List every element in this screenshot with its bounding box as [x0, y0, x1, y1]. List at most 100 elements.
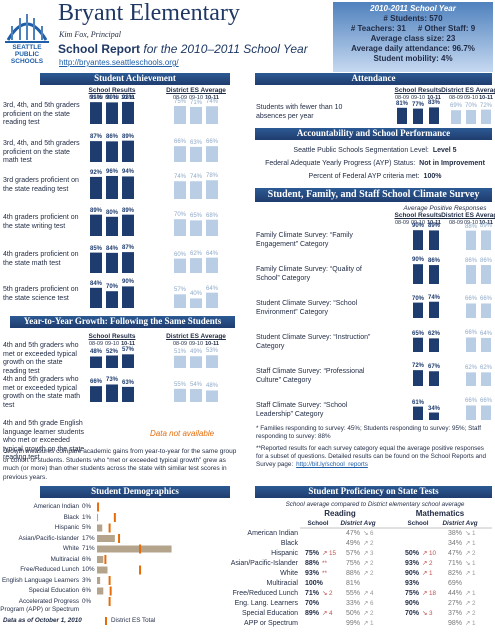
bar — [190, 389, 202, 402]
value-label: 17% — [82, 534, 95, 542]
value-label: 49% — [189, 349, 203, 356]
column-header: School Results — [394, 212, 442, 219]
value-label: 48% — [205, 383, 219, 390]
year-label: 08-09 — [172, 95, 188, 101]
year-label: 09-10 — [410, 95, 426, 101]
year-label: 08-09 — [448, 220, 464, 226]
value-label: 90% — [411, 257, 425, 264]
bar — [122, 101, 134, 124]
row-label: Special Education — [28, 587, 79, 594]
school-name: Bryant Elementary — [58, 0, 240, 26]
bar — [174, 388, 186, 402]
value-label: 89% — [479, 223, 493, 230]
bar — [429, 265, 439, 284]
column-header: School Results — [88, 333, 136, 340]
section-header: Year-to-Year Growth: Following the Same … — [10, 316, 235, 328]
year-label: 09-10 — [463, 220, 479, 226]
row-label: English Language Learners — [1, 576, 79, 584]
value-label: 61% — [411, 399, 425, 406]
stats-item: Average daily attendance: 96.7% — [351, 44, 475, 53]
bar — [190, 146, 202, 162]
bar — [413, 230, 423, 250]
bar — [466, 303, 476, 318]
accountability-line: Percent of Federal AYP criteria met: 100% — [309, 173, 442, 182]
bar — [190, 356, 202, 368]
bar — [206, 180, 218, 199]
note-link[interactable]: http://bit.ly/school_reports — [296, 461, 368, 468]
bar — [174, 258, 186, 273]
stats-line: Student mobility: 4% — [367, 54, 458, 64]
row-label: Students with fewer than 10 absences per… — [256, 104, 343, 120]
value-label: 54% — [189, 382, 203, 389]
change-label: ** — [322, 560, 327, 567]
bar — [397, 107, 407, 124]
bar — [206, 146, 218, 162]
bar — [429, 301, 439, 318]
row-label: 4th and 5th grade English language learn… — [3, 420, 85, 461]
bar — [122, 252, 134, 273]
value-label: 68% — [205, 212, 219, 219]
change-label: ↗ 2 — [363, 610, 374, 617]
value-label: 63% — [189, 139, 203, 146]
cell-value: 57% — [346, 550, 361, 557]
change-label: ↗ 1 — [422, 570, 433, 577]
cell-value: 75% — [305, 550, 320, 557]
value-label: 86% — [105, 134, 119, 141]
cell-value: 70% — [405, 610, 420, 617]
column-header: District ES Average — [441, 87, 495, 94]
value-label: 72% — [479, 102, 493, 109]
cell-value: 82% — [448, 570, 463, 577]
year-label: 10-11 — [121, 341, 135, 347]
change-label: ↗ 4 — [363, 590, 374, 597]
data-note: Data as of October 1, 2010 — [3, 617, 82, 624]
bar — [190, 298, 202, 308]
school-url[interactable]: http://bryantes.seattleschools.org/ — [59, 58, 179, 67]
section-header: Student Demographics — [40, 486, 230, 498]
principal: Kim Fox, Principal — [59, 30, 121, 39]
value-label: 52% — [105, 348, 119, 355]
logo-text: SEATTLE — [12, 44, 42, 51]
bar — [466, 265, 476, 284]
bar — [122, 176, 134, 199]
cell-value: 88% — [305, 560, 320, 567]
value-label: 92% — [89, 169, 103, 176]
value-label: 62% — [479, 365, 493, 372]
change-label: ↗ 2 — [363, 570, 374, 577]
bar — [206, 292, 218, 308]
value-label: 0% — [82, 503, 92, 510]
year-label: 10-11 — [121, 95, 135, 101]
year-label: 10-11 — [205, 341, 219, 347]
bar — [429, 338, 439, 352]
section-header: Attendance — [255, 73, 492, 85]
value-label: 90% — [121, 279, 135, 286]
value-label: 5% — [82, 524, 92, 531]
row-label: 3rd, 4th, and 5th graders proficient on … — [3, 102, 80, 126]
value-label: 1% — [82, 513, 92, 521]
cell-value: 70% — [305, 600, 320, 607]
cell-value: 71% — [305, 590, 320, 597]
cell-value: 49% — [346, 540, 361, 547]
stats-item: # Teachers: 31 — [350, 24, 406, 33]
value-label: 34% — [427, 405, 441, 412]
bar — [106, 141, 118, 162]
stats-line: Average daily attendance: 96.7% — [345, 44, 481, 54]
value-label: 77% — [411, 101, 425, 108]
bar — [122, 386, 134, 402]
change-label: ↗ 4 — [322, 610, 333, 617]
row-label: 4th graders proficient on the state writ… — [3, 214, 79, 230]
legend-label: District ES Total — [111, 617, 156, 624]
value-label: 60% — [173, 251, 187, 258]
value-label: 70% — [105, 284, 119, 291]
change-label: ** — [322, 570, 327, 577]
year-label: 10-11 — [427, 95, 441, 101]
cell-value: 33% — [346, 600, 361, 607]
value-label: 96% — [105, 168, 119, 175]
bar — [466, 230, 476, 250]
bar — [90, 386, 102, 402]
row-label: Family Climate Survey: “Quality of Schoo… — [256, 266, 362, 282]
report-title-year: for the 2010–2011 School Year — [143, 42, 308, 56]
value-label: 89% — [121, 133, 135, 140]
value-label: 89% — [89, 207, 103, 214]
row-label: 3rd graders proficient on the state read… — [3, 177, 79, 193]
